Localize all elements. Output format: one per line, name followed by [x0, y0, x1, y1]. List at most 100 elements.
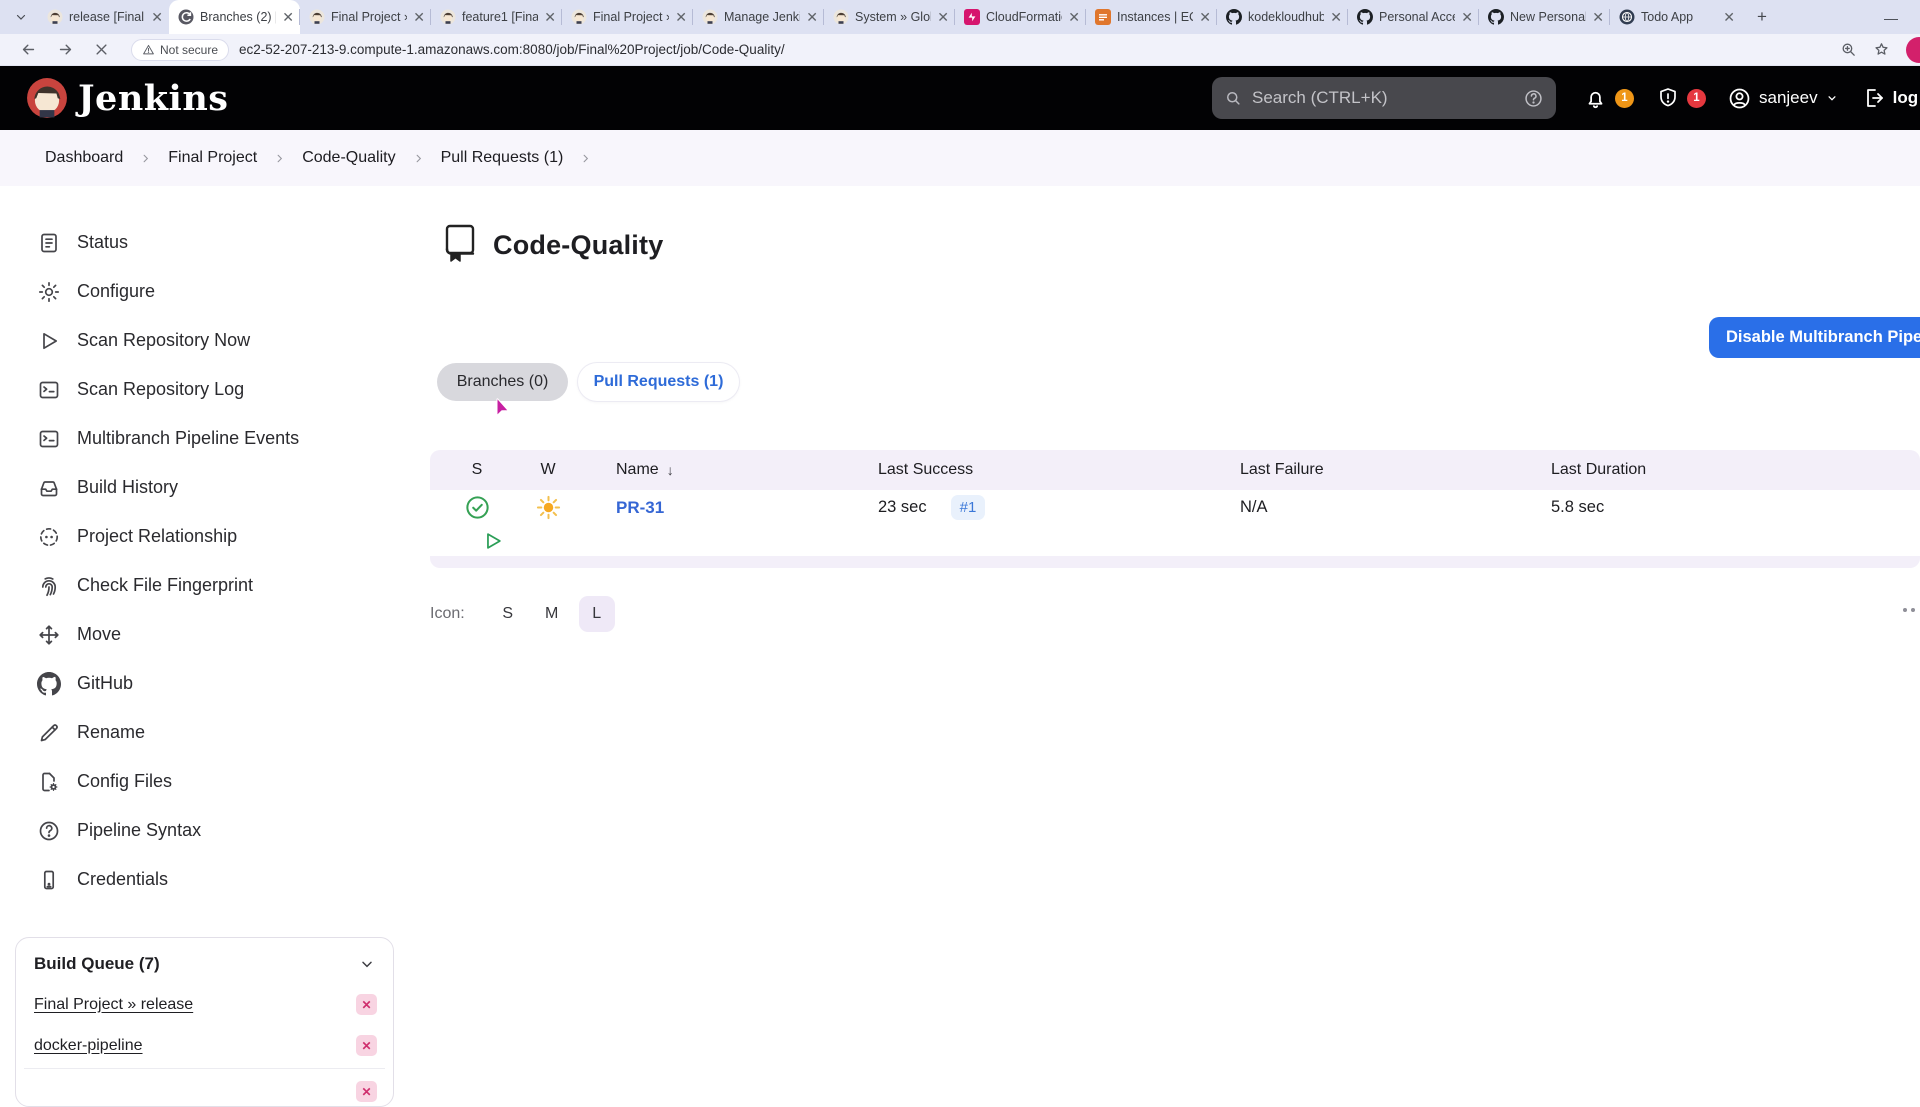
- build-success-icon[interactable]: [464, 494, 491, 521]
- tab-pull-requests[interactable]: Pull Requests (1): [578, 363, 739, 401]
- jenkins-favicon: [833, 9, 849, 25]
- col-last-duration[interactable]: Last Duration: [1551, 461, 1647, 478]
- breadcrumb-pull-requests[interactable]: Pull Requests (1): [440, 149, 564, 166]
- global-search[interactable]: [1212, 77, 1556, 119]
- tab-close-icon[interactable]: ✕: [151, 9, 163, 25]
- tab-branches[interactable]: Branches (0): [437, 363, 568, 401]
- tab-search-chevron-icon[interactable]: [8, 4, 34, 30]
- col-status[interactable]: S: [471, 461, 483, 478]
- last-duration-cell: 5.8 sec: [1551, 498, 1605, 517]
- col-weather[interactable]: W: [540, 461, 556, 478]
- aws-favicon: [1095, 9, 1111, 25]
- sidebar-item-scan-repository-now[interactable]: Scan Repository Now: [0, 316, 420, 365]
- tab-close-icon[interactable]: ✕: [1461, 9, 1473, 25]
- browser-tab[interactable]: Personal Access To ✕: [1347, 0, 1479, 34]
- weather-sunny-icon[interactable]: [535, 494, 562, 521]
- chevron-down-icon: [1828, 96, 1836, 101]
- browser-tab[interactable]: CloudFormation - S ✕: [954, 0, 1086, 34]
- cloudformation-favicon: [964, 9, 980, 25]
- notifications-bell-icon[interactable]: [1583, 86, 1608, 111]
- col-last-success[interactable]: Last Success: [878, 461, 974, 478]
- tab-close-icon[interactable]: ✕: [1199, 9, 1211, 25]
- security-warning-count-badge[interactable]: 1: [1687, 88, 1706, 108]
- gear-icon: [37, 280, 61, 304]
- window-minimize-icon[interactable]: —: [1884, 10, 1898, 26]
- cancel-queue-item-icon[interactable]: ✕: [356, 1035, 377, 1056]
- sidebar-item-config-files[interactable]: Config Files: [0, 757, 420, 806]
- chevron-right-icon[interactable]: [580, 153, 591, 164]
- sidebar-item-multibranch-pipeline-events[interactable]: Multibranch Pipeline Events: [0, 414, 420, 463]
- tab-close-icon[interactable]: ✕: [413, 9, 425, 25]
- cancel-queue-item-icon[interactable]: ✕: [356, 994, 377, 1015]
- browser-tab[interactable]: kodekloudhub/cou ✕: [1216, 0, 1348, 34]
- url-text[interactable]: ec2-52-207-213-9.compute-1.amazonaws.com…: [239, 42, 785, 57]
- sidebar-item-scan-repository-log[interactable]: Scan Repository Log: [0, 365, 420, 414]
- pr-name-link[interactable]: PR-31: [616, 497, 665, 517]
- icon-size-small-button[interactable]: S: [502, 605, 514, 622]
- browser-tab[interactable]: System » Global cre ✕: [823, 0, 955, 34]
- browser-tab[interactable]: release [Final Proje ✕: [38, 0, 169, 34]
- notification-count-badge[interactable]: 1: [1615, 88, 1634, 108]
- search-help-icon[interactable]: [1523, 88, 1544, 109]
- tab-close-icon[interactable]: ✕: [937, 9, 949, 25]
- browser-tab[interactable]: feature1 [Final Proj ✕: [430, 0, 562, 34]
- browser-tab[interactable]: Final Project » Cod ✕: [561, 0, 693, 34]
- tab-close-icon[interactable]: ✕: [1592, 9, 1604, 25]
- jenkins-favicon: [309, 9, 325, 25]
- stop-loading-icon[interactable]: [94, 42, 109, 57]
- col-last-failure[interactable]: Last Failure: [1240, 461, 1324, 478]
- col-name[interactable]: Name ↓: [616, 461, 674, 478]
- logout-icon: [1866, 89, 1883, 107]
- zoom-page-icon[interactable]: [1840, 41, 1857, 58]
- queue-item-link[interactable]: docker-pipeline: [34, 1036, 143, 1054]
- jenkins-home-link[interactable]: Jenkins: [26, 77, 228, 119]
- logout-button[interactable]: log: [1862, 86, 1919, 110]
- bookmark-star-icon[interactable]: [1873, 41, 1890, 58]
- browser-tab[interactable]: Instances | EC2 | us ✕: [1085, 0, 1217, 34]
- disable-multibranch-pipeline-button[interactable]: Disable Multibranch Pipeline: [1709, 317, 1920, 358]
- cancel-queue-item-icon[interactable]: ✕: [356, 1081, 377, 1102]
- tab-close-icon[interactable]: ✕: [675, 9, 687, 25]
- page-title: Code-Quality: [493, 230, 664, 260]
- tab-close-icon[interactable]: ✕: [282, 9, 294, 25]
- browser-tab[interactable]: New Personal Acce ✕: [1478, 0, 1610, 34]
- icon-size-medium-button[interactable]: M: [545, 605, 559, 622]
- breadcrumb-code-quality[interactable]: Code-Quality: [302, 149, 396, 166]
- browser-tab[interactable]: Todo App ✕: [1609, 0, 1741, 34]
- build-number-badge[interactable]: #1: [950, 495, 986, 521]
- sidebar-item-check-file-fingerprint[interactable]: Check File Fingerprint: [0, 561, 420, 610]
- sidebar-item-pipeline-syntax[interactable]: Pipeline Syntax: [0, 806, 420, 855]
- tab-close-icon[interactable]: ✕: [806, 9, 818, 25]
- user-menu[interactable]: sanjeev: [1727, 86, 1839, 111]
- queue-item-link[interactable]: Final Project » release: [34, 995, 194, 1013]
- browser-tab[interactable]: Manage Jenkins [Je ✕: [692, 0, 824, 34]
- new-tab-button[interactable]: +: [1757, 7, 1767, 26]
- sidebar-item-status[interactable]: Status: [0, 218, 420, 267]
- tab-close-icon[interactable]: ✕: [1330, 9, 1342, 25]
- sidebar-item-build-history[interactable]: Build History: [0, 463, 420, 512]
- browser-profile-avatar[interactable]: [1906, 36, 1920, 63]
- tab-close-icon[interactable]: ✕: [544, 9, 556, 25]
- tab-close-icon[interactable]: ✕: [1068, 9, 1080, 25]
- build-queue-header[interactable]: Build Queue (7): [16, 944, 393, 984]
- pencil-icon: [37, 721, 61, 745]
- run-build-button[interactable]: [430, 530, 524, 552]
- forward-icon[interactable]: [57, 41, 74, 58]
- icon-size-large-button[interactable]: L: [578, 596, 615, 632]
- logout-label: log: [1892, 88, 1919, 107]
- back-icon[interactable]: [20, 41, 37, 58]
- breadcrumb-dashboard[interactable]: Dashboard: [45, 149, 124, 166]
- sidebar-item-rename[interactable]: Rename: [0, 708, 420, 757]
- security-shield-icon[interactable]: [1656, 86, 1680, 110]
- browser-tab[interactable]: Final Project » Cod ✕: [299, 0, 431, 34]
- sidebar-item-configure[interactable]: Configure: [0, 267, 420, 316]
- tab-close-icon[interactable]: ✕: [1723, 9, 1735, 25]
- breadcrumb-final-project[interactable]: Final Project: [168, 149, 258, 166]
- sidebar-item-project-relationship[interactable]: Project Relationship: [0, 512, 420, 561]
- browser-tab-active[interactable]: Branches (2) [Final ✕: [169, 0, 300, 34]
- sidebar-item-credentials[interactable]: Credentials: [0, 855, 420, 904]
- search-input[interactable]: [1252, 88, 1513, 108]
- sidebar-item-move[interactable]: Move: [0, 610, 420, 659]
- site-security-chip[interactable]: Not secure: [131, 38, 230, 61]
- sidebar-item-github[interactable]: GitHub: [0, 659, 420, 708]
